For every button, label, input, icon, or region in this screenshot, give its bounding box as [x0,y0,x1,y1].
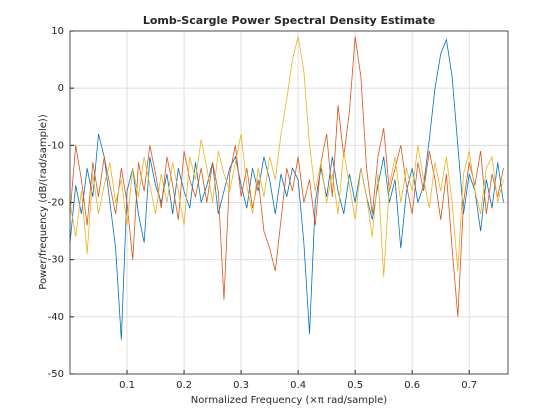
series-line [69,38,504,340]
y-tick-label: 10 [51,26,64,37]
x-tick-label: 0.6 [404,380,420,391]
x-axis-label: Normalized Frequency (×π rad/sample) [191,395,388,406]
y-axis-label: Power/frequency (dB/(rad/sample)) [38,114,49,290]
x-tick-label: 0.5 [347,380,363,391]
y-tick-label: -20 [48,198,64,209]
x-tick-label: 0.1 [119,380,135,391]
x-tick-label: 0.2 [176,380,192,391]
y-tick-label: -50 [48,369,64,380]
chart-title: Lomb-Scargle Power Spectral Density Esti… [143,14,435,27]
series-line [69,36,504,277]
y-tick-label: -40 [48,312,64,323]
x-tick-label: 0.3 [233,380,249,391]
axes-box [69,30,509,375]
y-tick-label: -30 [48,255,64,266]
x-tick-label: 0.4 [290,380,306,391]
y-tick-label: 0 [58,83,64,94]
y-tick-label: -10 [48,140,64,151]
x-tick-label: 0.7 [461,380,477,391]
series-line [69,36,504,317]
